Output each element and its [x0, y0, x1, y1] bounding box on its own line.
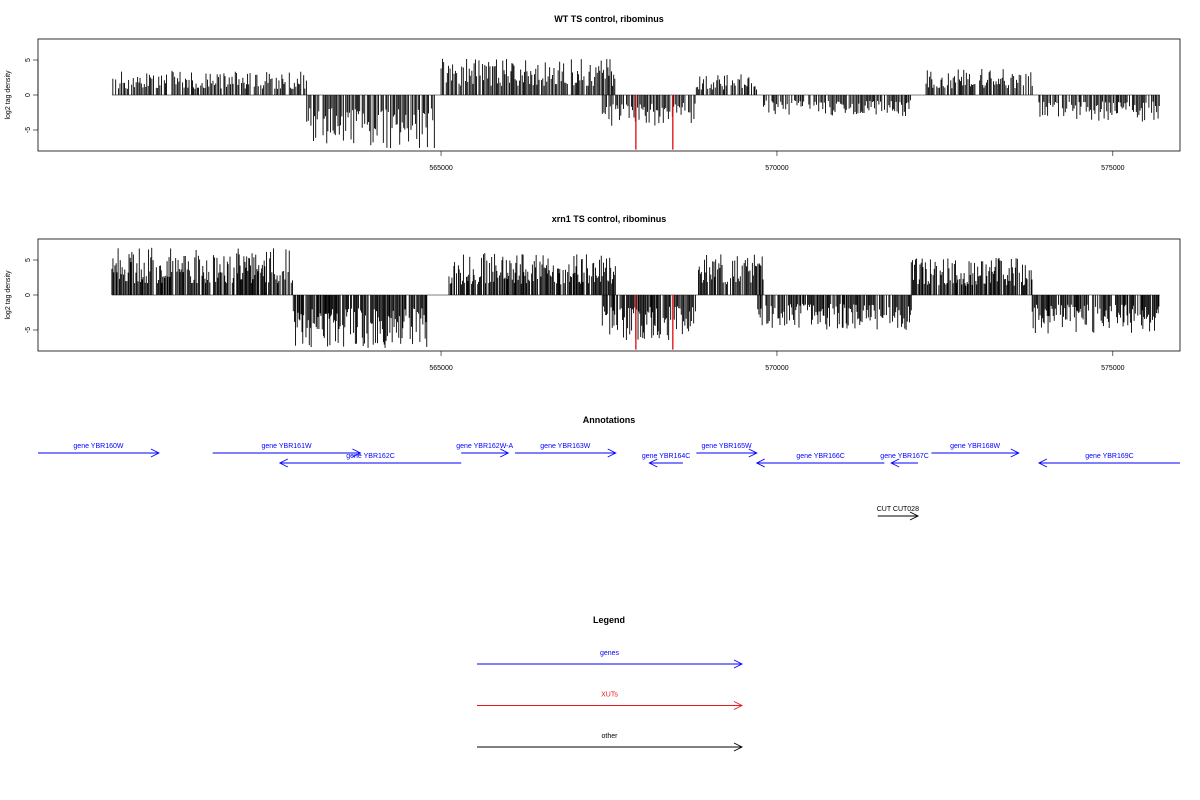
annotation-label: gene YBR169C	[1085, 453, 1134, 460]
panel-wt-axes: -5 0 5 565000 570000 575000	[25, 58, 1125, 172]
annotation-label: gene YBR162C	[346, 453, 395, 460]
panel-wt: WT TS control, ribominus log2 tag densit…	[5, 14, 1181, 172]
y-tick-label: -5	[25, 127, 32, 133]
annotation-label: gene YBR161W	[262, 443, 312, 450]
legend-label: other	[602, 733, 619, 740]
x-tick-label: 575000	[1101, 365, 1124, 372]
panel-wt-ylabel: log2 tag density	[5, 70, 12, 120]
annotation-label: gene YBR166C	[796, 453, 845, 460]
annotation-arrowhead	[648, 458, 658, 468]
annotation-label: gene YBR162W-A	[456, 443, 513, 450]
x-tick-label: 570000	[765, 165, 788, 172]
panel-xrn1-title: xrn1 TS control, ribominus	[552, 214, 667, 224]
legend-label: genes	[600, 650, 620, 657]
x-tick-label: 575000	[1101, 165, 1124, 172]
legend-panel: Legend genes XUTs other	[477, 615, 744, 752]
annotation-label: gene YBR163W	[540, 443, 590, 450]
annotation-arrowhead	[909, 511, 920, 521]
annotations-title: Annotations	[583, 415, 636, 425]
annotation-label: gene YBR168W	[950, 443, 1000, 450]
annotation-arrowhead	[278, 458, 289, 468]
annotation-label: gene YBR165W	[702, 443, 752, 450]
panel-wt-title: WT TS control, ribominus	[554, 14, 664, 24]
panel-xrn1-axes: -5 0 5 565000 570000 575000	[25, 258, 1125, 372]
annotation-label: gene YBR160W	[73, 443, 123, 450]
x-tick-label: 565000	[429, 365, 452, 372]
x-tick-label: 565000	[429, 165, 452, 172]
legend-arrowhead	[733, 659, 744, 669]
annotation-features: gene YBR160W gene YBR161W gene YBR162C gene…	[38, 443, 1180, 521]
panel-wt-bars	[111, 58, 1160, 150]
legend-title: Legend	[593, 615, 625, 625]
legend-arrowhead	[733, 701, 744, 710]
annotation-arrowhead	[890, 458, 900, 468]
legend-arrowhead	[733, 742, 744, 752]
y-tick-label: 5	[25, 258, 32, 262]
annotation-arrowhead	[150, 448, 160, 458]
x-tick-label: 570000	[765, 365, 788, 372]
y-tick-label: 5	[25, 58, 32, 62]
annotation-label: CUT CUT028	[877, 506, 919, 513]
annotation-arrowhead	[755, 458, 765, 468]
panel-xrn1: xrn1 TS control, ribominus log2 tag dens…	[5, 214, 1181, 372]
panel-xrn1-ylabel: log2 tag density	[5, 270, 12, 320]
annotation-arrowhead	[500, 448, 510, 458]
legend-label: XUTs	[601, 692, 618, 699]
y-tick-label: 0	[25, 93, 32, 97]
annotation-arrowhead	[607, 448, 617, 458]
annotation-label: gene YBR167C	[880, 453, 929, 460]
annotation-arrowhead	[1010, 448, 1020, 458]
legend-items: genes XUTs other	[477, 650, 744, 752]
y-tick-label: -5	[25, 327, 32, 333]
y-tick-label: 0	[25, 293, 32, 297]
annotation-arrowhead	[352, 448, 362, 458]
annotations-panel: Annotations gene YBR160W gene YBR161Wgene…	[38, 415, 1180, 521]
panel-xrn1-bars	[111, 247, 1160, 350]
annotation-arrowhead	[1037, 458, 1048, 468]
annotation-label: gene YBR164C	[642, 453, 691, 460]
annotation-arrowhead	[748, 448, 758, 458]
